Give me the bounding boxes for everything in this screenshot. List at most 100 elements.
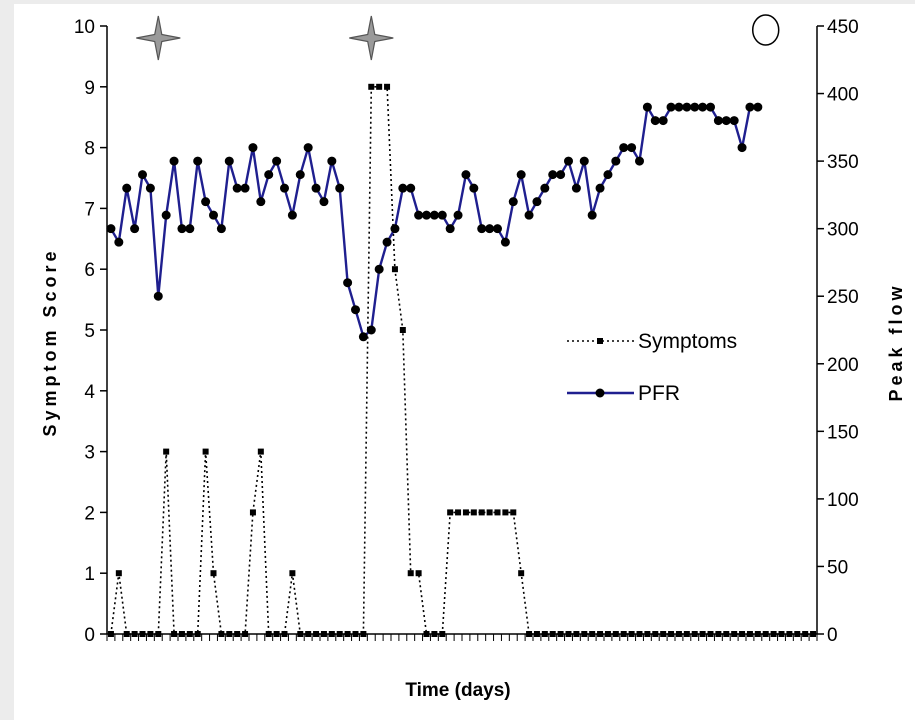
symptoms-point [770,631,777,637]
pfr-point [721,116,731,126]
pfr-point [737,143,747,153]
symptoms-point [723,631,730,637]
symptoms-point [447,509,454,516]
symptoms-point [123,631,130,637]
symptoms-point [715,631,722,637]
symptoms-point [210,570,217,577]
pfr-point [138,170,147,180]
pfr-point [611,156,621,166]
symptoms-point [581,631,588,637]
pfr-point [682,102,692,112]
symptoms-point [218,631,225,637]
pfr-point [564,156,573,166]
pfr-point [169,156,179,166]
pfr-point [603,170,613,180]
symptoms-point [328,631,335,637]
pfr-point [469,183,479,193]
symptoms-point [423,631,430,637]
y-tick-label: 0 [84,625,95,646]
symptoms-point [802,631,809,637]
y-tick-label: 1 [84,564,95,585]
legend-pfr-label: PFR [638,382,680,405]
pfr-point [287,210,297,220]
pfr-point [619,143,629,153]
pfr-point [753,102,763,112]
symptoms-point [644,631,651,637]
symptoms-point [746,631,753,637]
pfr-point [122,183,132,193]
symptoms-point [415,570,422,577]
symptoms-point [620,631,627,637]
symptoms-point [612,631,619,637]
chart-panel: 0 1 2 3 4 5 6 7 8 9 10 0 50 100 150 200 250 300 350 400 450 … [14,4,915,720]
pfr-point [177,224,187,234]
pfr-point [414,210,424,220]
symptoms-point [557,631,564,637]
pfr-point [666,102,676,112]
symptoms-point [139,631,146,637]
y-tick-label: 3 [84,443,95,464]
symptoms-point [731,631,738,637]
y2-tick-label: 0 [827,625,838,646]
symptoms-point [344,631,351,637]
pfr-point [674,102,684,112]
pfr-point [248,143,258,153]
pfr-point [690,102,700,112]
pfr-point [382,237,392,247]
pfr-point [532,197,542,207]
pfr-point [351,305,360,315]
pfr-point [153,291,163,301]
symptoms-point [526,631,533,637]
chart: 012345678910050100150200250300350400450 … [40,14,906,701]
pfr-point [358,332,368,342]
pfr-point [193,156,203,166]
symptoms-point [683,631,690,637]
symptoms-point [281,631,288,637]
pfr-point [130,224,140,234]
pfr-point [635,156,644,166]
symptoms-point [226,631,233,637]
pfr-point [650,116,660,126]
symptoms-point [589,631,596,637]
pfr-point [556,170,566,180]
pfr-point [256,197,266,207]
y2-tick-label: 350 [827,152,859,173]
symptoms-point [573,631,580,637]
y-tick-label: 5 [84,321,95,342]
y-tick-label: 9 [84,78,95,99]
pfr-point [422,210,431,220]
pfr-point [445,224,455,234]
symptoms-point [234,631,241,637]
pfr-point [209,210,218,220]
pfr-point [319,197,329,207]
pfr-point [106,224,116,234]
pfr-point [461,170,471,180]
y-tick-label: 6 [84,260,95,281]
symptoms-point [107,631,114,637]
symptoms-point [202,448,209,455]
pfr-point [114,237,124,247]
symptoms-point [470,509,477,516]
y2-tick-label: 100 [827,490,859,511]
pfr-point [429,210,439,220]
symptoms-point [739,631,746,637]
pfr-point [477,224,487,234]
symptoms-point [171,631,178,637]
y2-tick-label: 150 [827,422,859,443]
y2-axis-label: Peak flow [886,282,906,401]
symptoms-point [699,631,706,637]
symptoms-point [297,631,304,637]
pfr-point [398,183,408,193]
pfr-point [587,210,597,220]
pfr-point [240,183,250,193]
pfr-point [280,183,289,193]
pfr-point [406,183,416,193]
symptoms-point [115,570,122,577]
symptoms-point [352,631,359,637]
symptoms-point [265,631,272,637]
pfr-point [595,183,605,193]
symptoms-point [762,631,769,637]
y-tick-label: 8 [84,139,95,160]
pfr-point [264,170,274,180]
pfr-point [745,102,755,112]
